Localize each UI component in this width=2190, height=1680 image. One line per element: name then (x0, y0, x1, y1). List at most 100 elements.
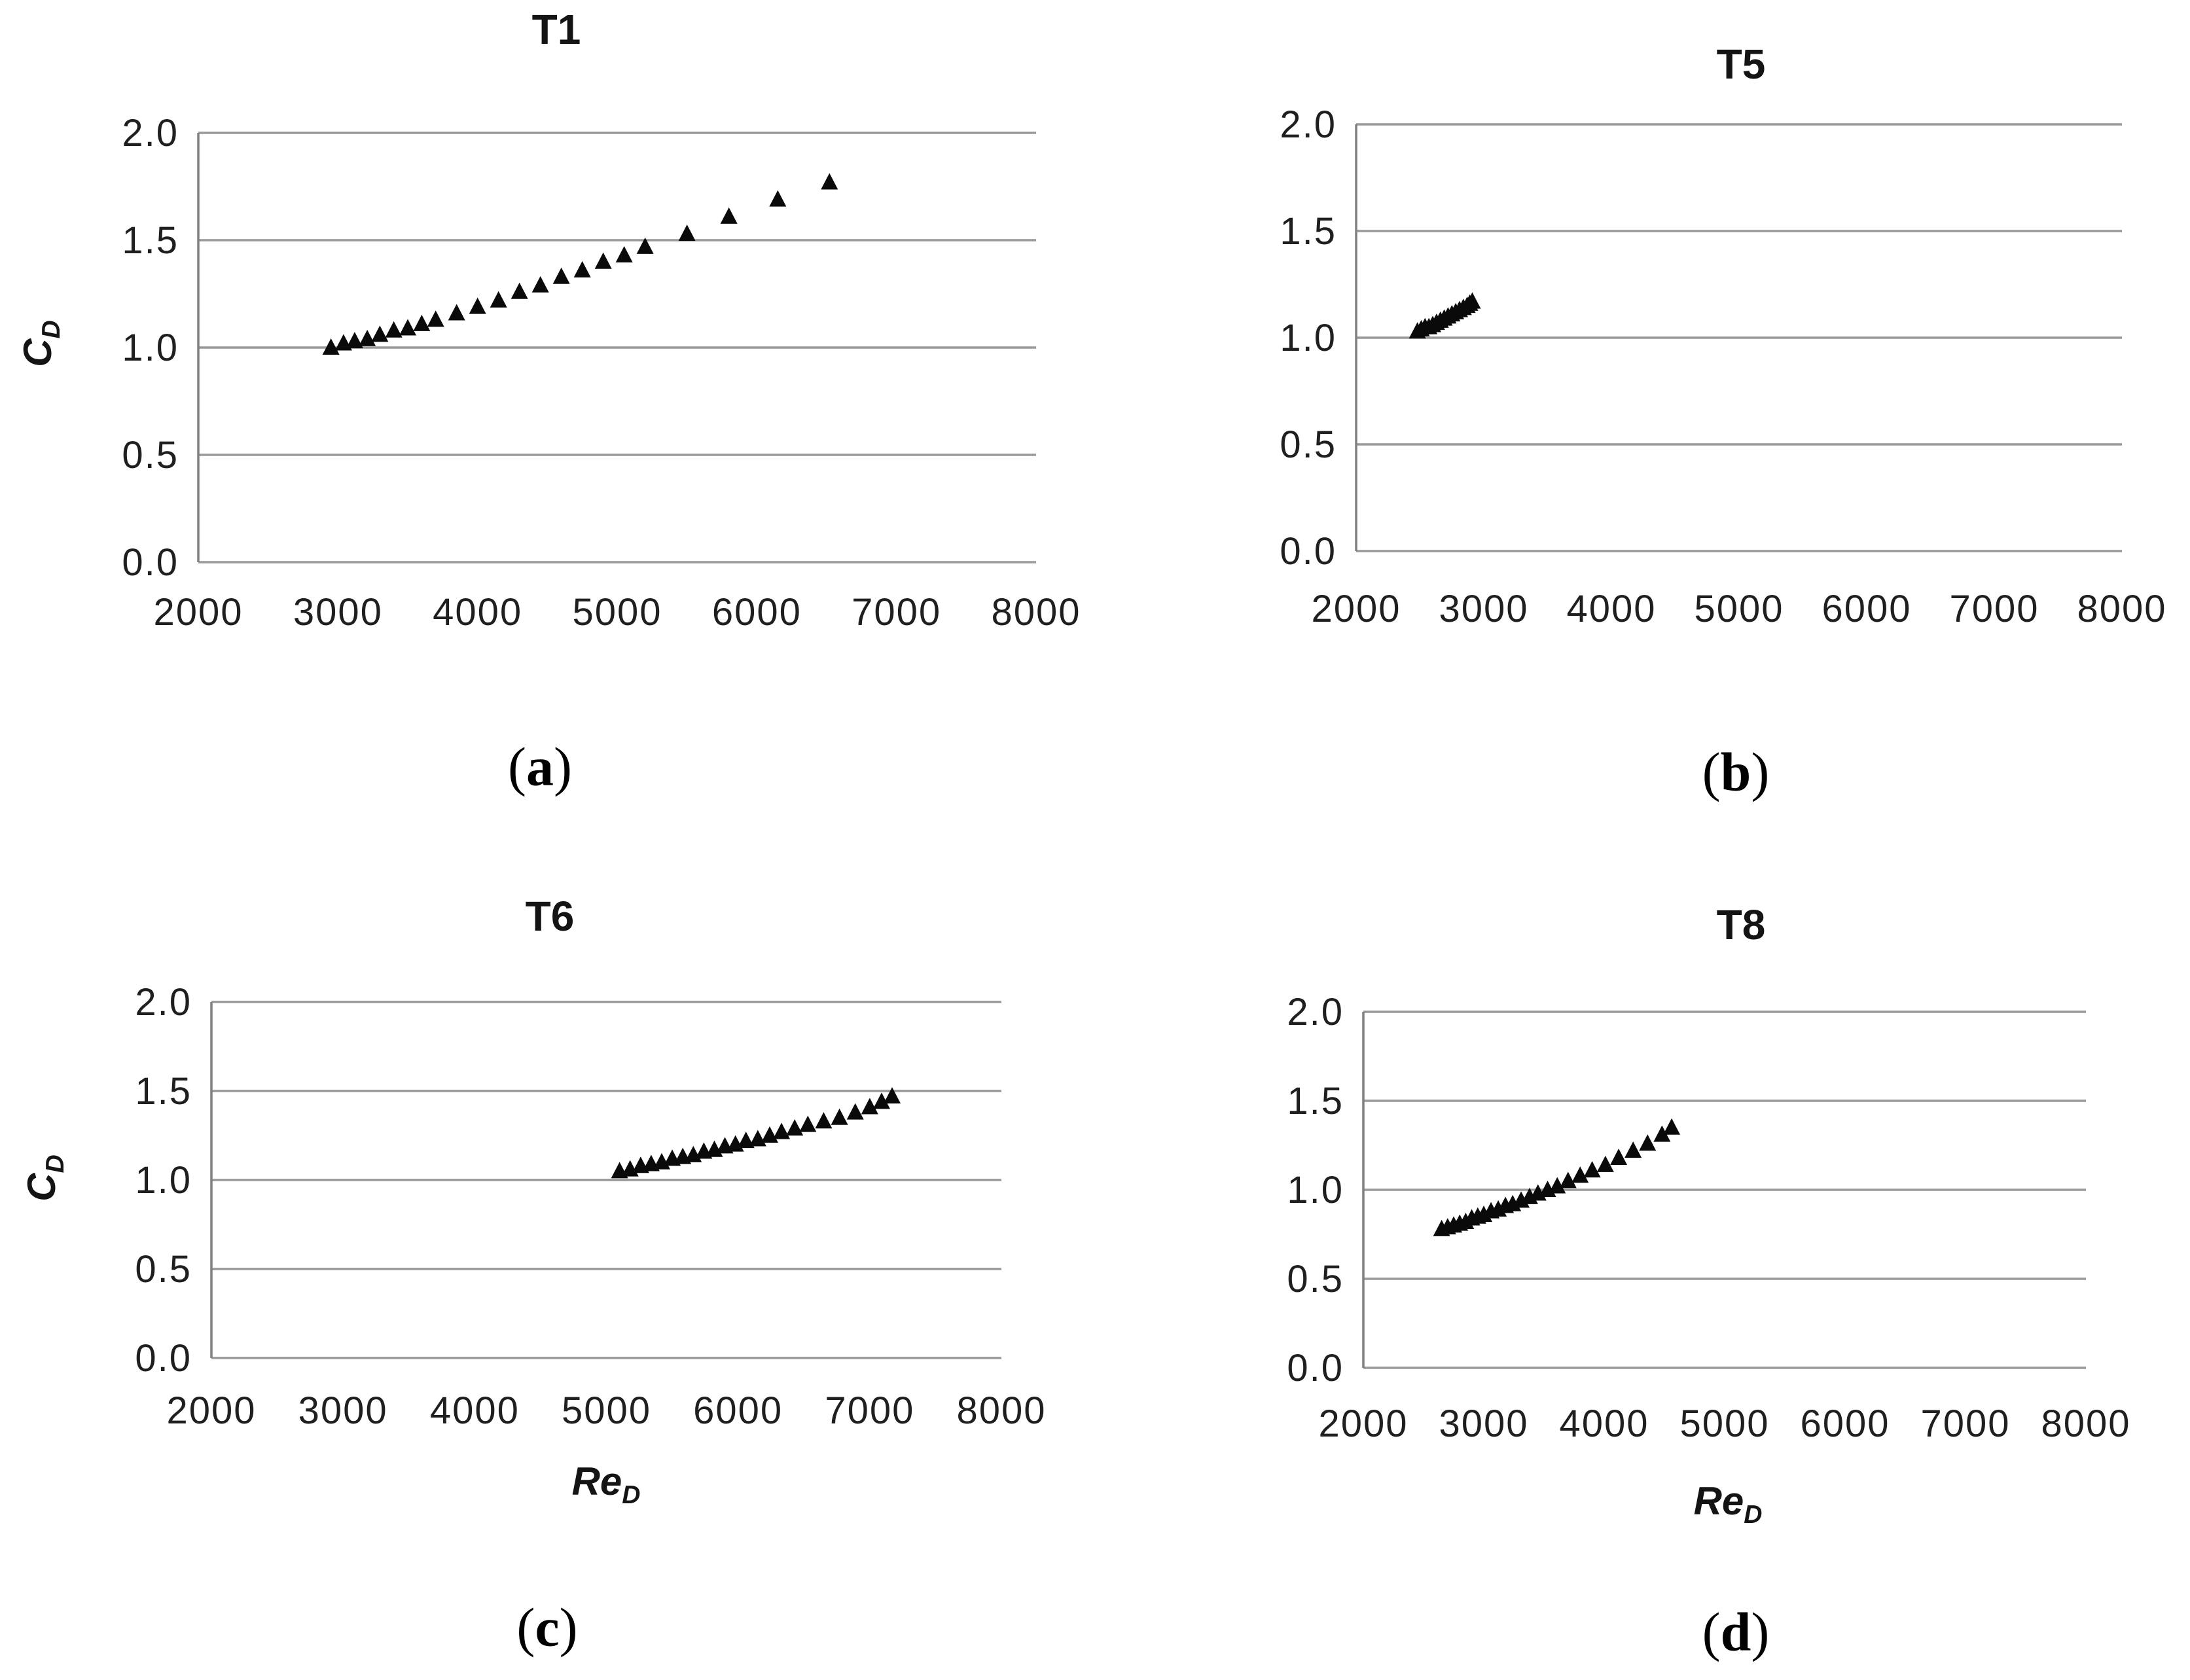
caption-open-paren: ( (1702, 1601, 1721, 1663)
y-tick-label-1.5: 1.5 (1280, 210, 1337, 253)
x-tick-label-6000: 6000 (1822, 588, 1911, 630)
y-axis-title-t1: CD (15, 320, 66, 367)
x-tick-label-7000: 7000 (1920, 1403, 2010, 1445)
y-tick-label-1.5: 1.5 (122, 219, 179, 262)
x-axis-symbol: Re (1693, 1479, 1744, 1523)
data-point-marker (720, 207, 738, 224)
x-tick-label-6000: 6000 (712, 591, 802, 634)
caption-open-paren: ( (1702, 742, 1721, 803)
data-point-marker (1583, 1161, 1601, 1178)
data-point-marker (371, 325, 389, 342)
data-point-marker (1610, 1149, 1628, 1166)
x-tick-label-8000: 8000 (991, 591, 1081, 634)
caption-a: (a) (508, 736, 572, 799)
x-tick-label-2000: 2000 (1318, 1403, 1408, 1445)
y-tick-label-1.0: 1.0 (1287, 1169, 1344, 1211)
x-tick-label-3000: 3000 (1439, 1403, 1528, 1445)
y-tick-label-0.0: 0.0 (1287, 1347, 1344, 1389)
x-tick-label-8000: 8000 (2077, 588, 2166, 630)
data-point-marker (359, 329, 376, 346)
y-tick-label-2.0: 2.0 (135, 981, 192, 1024)
plot-t6: 2.0 1.5 1.0 0.5 0.0 2000 3000 4000 5000 6000 7000 8… (135, 981, 1046, 1432)
y-axis-subscript: D (41, 1154, 69, 1173)
x-tick-label-2000: 2000 (1311, 588, 1401, 630)
x-tick-label-8000: 8000 (956, 1389, 1046, 1432)
y-tick-label-1.5: 1.5 (135, 1070, 192, 1113)
data-point-marker (322, 338, 340, 355)
x-tick-label-3000: 3000 (298, 1389, 388, 1432)
x-tick-label-6000: 6000 (693, 1389, 783, 1432)
data-point-marker (1639, 1134, 1657, 1151)
data-point-marker (346, 332, 363, 349)
x-axis-title-t6: ReD (572, 1459, 641, 1510)
data-point-marker (615, 245, 633, 262)
data-point-marker (678, 224, 696, 241)
y-axis-symbol: C (20, 1173, 63, 1202)
x-tick-label-2000: 2000 (153, 591, 243, 634)
chart-title-t8: T8 (1716, 901, 1766, 948)
x-tick-label-5000: 5000 (572, 591, 662, 634)
data-point-marker (815, 1112, 833, 1129)
data-point-marker (448, 304, 465, 321)
y-tick-label-0.0: 0.0 (135, 1337, 192, 1380)
data-point-marker (469, 297, 486, 314)
data-point-marker (413, 314, 431, 331)
data-point-marker (1596, 1155, 1614, 1172)
data-point-marker (1653, 1125, 1671, 1142)
data-point-marker (385, 321, 403, 338)
x-axis-symbol: Re (571, 1459, 622, 1503)
data-point-marker (531, 276, 549, 293)
x-tick-label-5000: 5000 (562, 1389, 651, 1432)
data-point-marker (427, 310, 444, 327)
y-tick-label-2.0: 2.0 (1287, 991, 1344, 1033)
data-point-marker (594, 252, 612, 269)
data-point-marker (786, 1119, 804, 1136)
y-tick-label-0.0: 0.0 (1280, 530, 1337, 573)
caption-letter: a (526, 736, 554, 798)
data-point-marker (821, 173, 838, 190)
x-tick-label-7000: 7000 (852, 591, 941, 634)
y-tick-label-0.5: 0.5 (122, 434, 179, 476)
x-tick-label-5000: 5000 (1679, 1403, 1769, 1445)
data-point-marker (573, 260, 591, 277)
data-point-marker (737, 1132, 755, 1149)
plot-t8: 2.0 1.5 1.0 0.5 0.0 2000 3000 4000 5000 6000 7000 8… (1287, 991, 2130, 1445)
y-tick-label-0.5: 0.5 (1280, 423, 1337, 466)
plot-t5: 2.0 1.5 1.0 0.5 0.0 2000 3000 4000 5000 6000 7000 8… (1280, 103, 2166, 630)
data-point-marker (636, 237, 654, 254)
y-tick-label-1.0: 1.0 (135, 1159, 192, 1202)
caption-letter: b (1720, 742, 1751, 803)
y-tick-label-1.0: 1.0 (1280, 317, 1337, 359)
x-tick-label-5000: 5000 (1694, 588, 1784, 630)
data-point-marker (490, 291, 507, 308)
x-tick-label-8000: 8000 (2041, 1403, 2130, 1445)
x-tick-label-6000: 6000 (1800, 1403, 1890, 1445)
data-point-marker (1663, 1118, 1681, 1135)
y-axis-title-t6: CD (19, 1154, 70, 1202)
x-tick-label-2000: 2000 (166, 1389, 256, 1432)
data-point-marker (1571, 1166, 1589, 1183)
y-axis-subscript: D (37, 320, 65, 339)
data-point-marker (552, 267, 570, 284)
x-tick-label-7000: 7000 (825, 1389, 914, 1432)
y-tick-label-0.5: 0.5 (135, 1248, 192, 1291)
data-point-marker (1549, 1177, 1566, 1194)
plot-t1: 2.0 1.5 1.0 0.5 0.0 2000 3000 4000 5000 6000 7000 8… (122, 112, 1081, 634)
caption-close-paren: ) (559, 1597, 578, 1658)
data-point-marker (399, 319, 416, 336)
data-point-marker (1463, 292, 1481, 309)
chart-title-t6: T6 (525, 893, 575, 940)
x-axis-subscript: D (1744, 1501, 1763, 1529)
x-axis-title-t8: ReD (1694, 1478, 1763, 1529)
caption-close-paren: ) (1751, 742, 1770, 803)
data-point-marker (769, 190, 787, 207)
y-tick-label-2.0: 2.0 (122, 112, 179, 154)
data-point-marker (1625, 1141, 1642, 1158)
data-point-marker (846, 1103, 864, 1120)
x-tick-label-4000: 4000 (1559, 1403, 1649, 1445)
y-tick-label-0.5: 0.5 (1287, 1258, 1344, 1300)
chart-title-t5: T5 (1716, 41, 1766, 88)
caption-c: (c) (516, 1596, 577, 1660)
